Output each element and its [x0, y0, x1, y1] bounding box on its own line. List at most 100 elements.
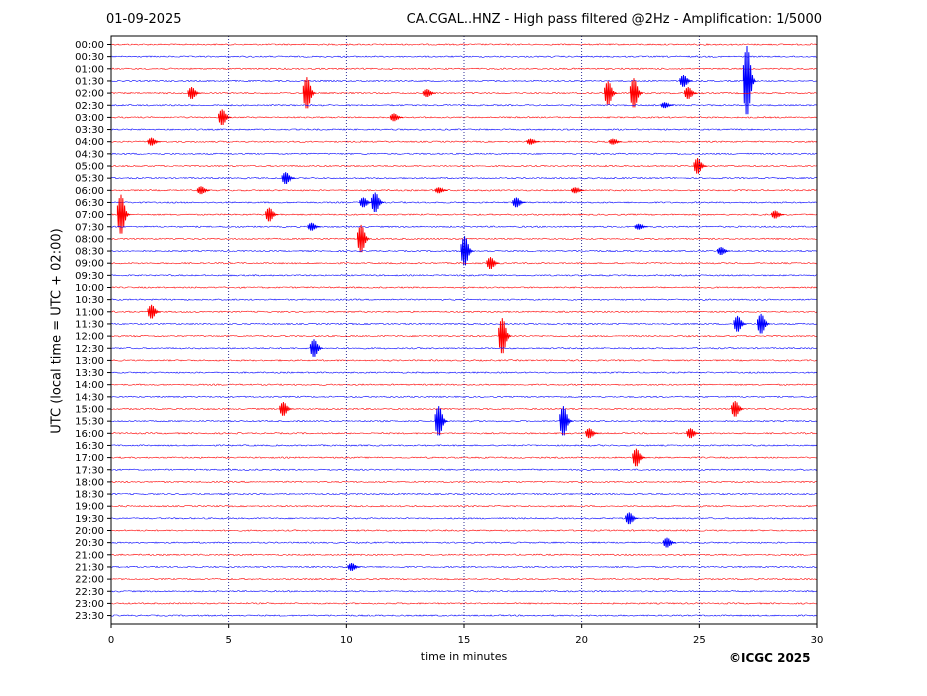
event-mark	[147, 137, 161, 146]
trace-2000	[110, 529, 818, 532]
y-tick-label: 19:30	[75, 514, 104, 525]
event-mark	[302, 77, 317, 109]
copyright-label: ©ICGC 2025	[729, 651, 811, 665]
event-mark	[347, 562, 361, 571]
y-tick-label: 16:00	[75, 429, 104, 440]
event-mark	[460, 236, 474, 266]
trace-1530	[110, 420, 818, 423]
trace-1100	[110, 310, 818, 313]
event-mark	[731, 400, 745, 417]
trace-0700	[110, 213, 818, 216]
event-mark	[498, 318, 512, 354]
event-mark	[608, 138, 622, 145]
trace-0930	[110, 274, 818, 277]
chart-title: CA.CGAL..HNZ - High pass filtered @2Hz -…	[406, 12, 822, 27]
event-mark	[679, 74, 693, 87]
event-mark	[371, 192, 385, 213]
y-tick-label: 22:00	[75, 575, 104, 586]
x-tick-label: 5	[225, 635, 231, 646]
event-mark	[771, 210, 785, 219]
y-tick-label: 19:00	[75, 502, 104, 513]
trace-1500	[110, 407, 818, 411]
trace-1630	[110, 444, 818, 447]
trace-0630	[110, 201, 818, 204]
event-mark	[686, 428, 700, 439]
trace-0000	[110, 43, 818, 46]
y-tick-label: 09:00	[75, 259, 104, 270]
y-tick-label: 13:00	[75, 356, 104, 367]
y-tick-label: 20:00	[75, 526, 104, 537]
event-mark	[585, 428, 599, 439]
y-tick-label: 17:30	[75, 465, 104, 476]
event-mark	[693, 157, 707, 174]
event-mark	[717, 247, 731, 255]
y-tick-label: 06:30	[75, 198, 104, 209]
event-mark	[196, 186, 211, 195]
x-tick-label: 0	[108, 635, 114, 646]
y-tick-label: 02:30	[75, 101, 104, 112]
event-mark	[279, 401, 293, 416]
y-tick-label: 05:30	[75, 174, 104, 185]
y-tick-label: 18:00	[75, 477, 104, 488]
event-mark	[662, 537, 677, 548]
event-mark	[307, 222, 321, 231]
y-tick-label: 11:00	[75, 307, 104, 318]
event-mark	[486, 257, 500, 269]
y-tick-label: 06:00	[75, 186, 104, 197]
event-mark	[571, 187, 585, 194]
y-tick-label: 03:00	[75, 113, 104, 124]
event-mark	[629, 78, 644, 108]
y-tick-label: 22:30	[75, 587, 104, 598]
y-tick-label: 13:30	[75, 368, 104, 379]
x-tick-label: 20	[575, 635, 588, 646]
event-mark	[660, 102, 674, 109]
y-tick-label: 09:30	[75, 271, 104, 282]
y-tick-label: 05:00	[75, 162, 104, 173]
grid-lines	[228, 36, 700, 624]
x-tick-label: 25	[693, 635, 706, 646]
trace-0100	[110, 67, 818, 70]
y-tick-label: 07:00	[75, 210, 104, 221]
trace-1700	[110, 456, 818, 459]
x-tick-label: 15	[458, 635, 471, 646]
event-mark	[634, 223, 648, 230]
trace-1930	[110, 517, 818, 520]
y-tick-label: 04:30	[75, 149, 104, 160]
event-mark	[757, 313, 771, 334]
y-tick-label: 08:30	[75, 247, 104, 258]
y-tick-label: 00:30	[75, 52, 104, 63]
event-mark	[512, 197, 526, 208]
y-tick-label: 20:30	[75, 538, 104, 549]
y-tick-label: 18:30	[75, 490, 104, 501]
y-tick-label: 21:00	[75, 550, 104, 561]
event-mark	[422, 89, 436, 97]
event-mark	[684, 87, 698, 99]
y-tick-label: 10:00	[75, 283, 104, 294]
y-tick-label: 07:30	[75, 222, 104, 233]
trace-2030	[110, 541, 818, 544]
event-mark	[526, 138, 540, 145]
event-mark	[625, 512, 639, 525]
trace-0730	[110, 225, 818, 228]
plot-frame	[110, 35, 818, 625]
y-tick-label: 03:30	[75, 125, 104, 136]
event-mark	[147, 304, 161, 319]
y-tick-label: 14:00	[75, 380, 104, 391]
event-mark	[434, 406, 448, 436]
event-mark	[281, 172, 295, 184]
y-tick-label: 12:30	[75, 344, 104, 355]
event-mark	[632, 448, 646, 467]
event-mark	[357, 224, 371, 253]
event-mark	[604, 81, 618, 105]
x-tick-label: 30	[811, 635, 824, 646]
trace-1730	[110, 468, 818, 471]
y-tick-label: 21:30	[75, 562, 104, 573]
y-tick-label: 14:30	[75, 392, 104, 403]
event-mark	[733, 315, 747, 332]
y-tick-label: 23:30	[75, 611, 104, 622]
y-tick-label: 01:30	[75, 76, 104, 87]
y-tick-label: 08:00	[75, 234, 104, 245]
trace-1000	[110, 286, 818, 289]
